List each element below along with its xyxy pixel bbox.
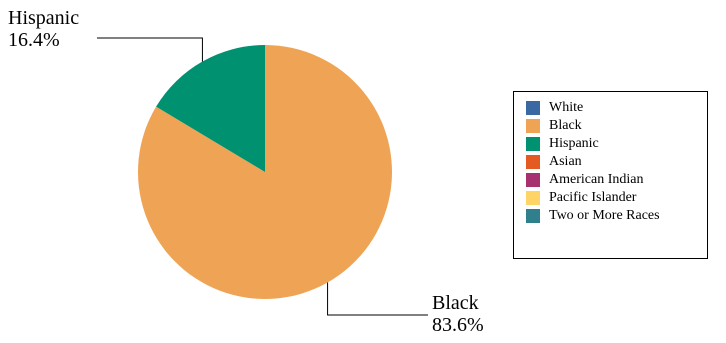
legend-label: American Indian xyxy=(549,172,644,187)
legend-label: White xyxy=(549,100,584,115)
legend-item: Hispanic xyxy=(526,135,707,153)
legend-swatch xyxy=(526,191,540,205)
legend-label: Asian xyxy=(549,154,582,169)
pie-slice-hispanic xyxy=(156,45,265,172)
slice-label-percent: 16.4% xyxy=(8,29,60,51)
pie-slices xyxy=(137,45,392,300)
legend-item: Two or More Races xyxy=(526,207,707,225)
slice-label-percent: 83.6% xyxy=(432,314,484,336)
legend-item: Pacific Islander xyxy=(526,189,707,207)
leader-line-hispanic xyxy=(97,37,203,62)
legend-label: Hispanic xyxy=(549,136,599,151)
legend-label: Two or More Races xyxy=(549,208,660,223)
legend-item: American Indian xyxy=(526,171,707,189)
legend: White Black Hispanic Asian American Indian Pa… xyxy=(513,91,708,259)
slice-label-name: Black xyxy=(432,292,479,314)
leader-lines xyxy=(97,37,428,316)
slice-label-name: Hispanic xyxy=(8,7,79,29)
legend-label: Black xyxy=(549,118,582,133)
legend-swatch xyxy=(526,173,540,187)
legend-item: White xyxy=(526,99,707,117)
leader-line-black xyxy=(327,282,428,316)
legend-swatch xyxy=(526,119,540,133)
legend-swatch xyxy=(526,209,540,223)
legend-swatch xyxy=(526,101,540,115)
legend-swatch xyxy=(526,155,540,169)
legend-item: Asian xyxy=(526,153,707,171)
legend-label: Pacific Islander xyxy=(549,190,637,205)
legend-item: Black xyxy=(526,117,707,135)
pie-slice-black xyxy=(137,45,392,300)
legend-swatch xyxy=(526,137,540,151)
